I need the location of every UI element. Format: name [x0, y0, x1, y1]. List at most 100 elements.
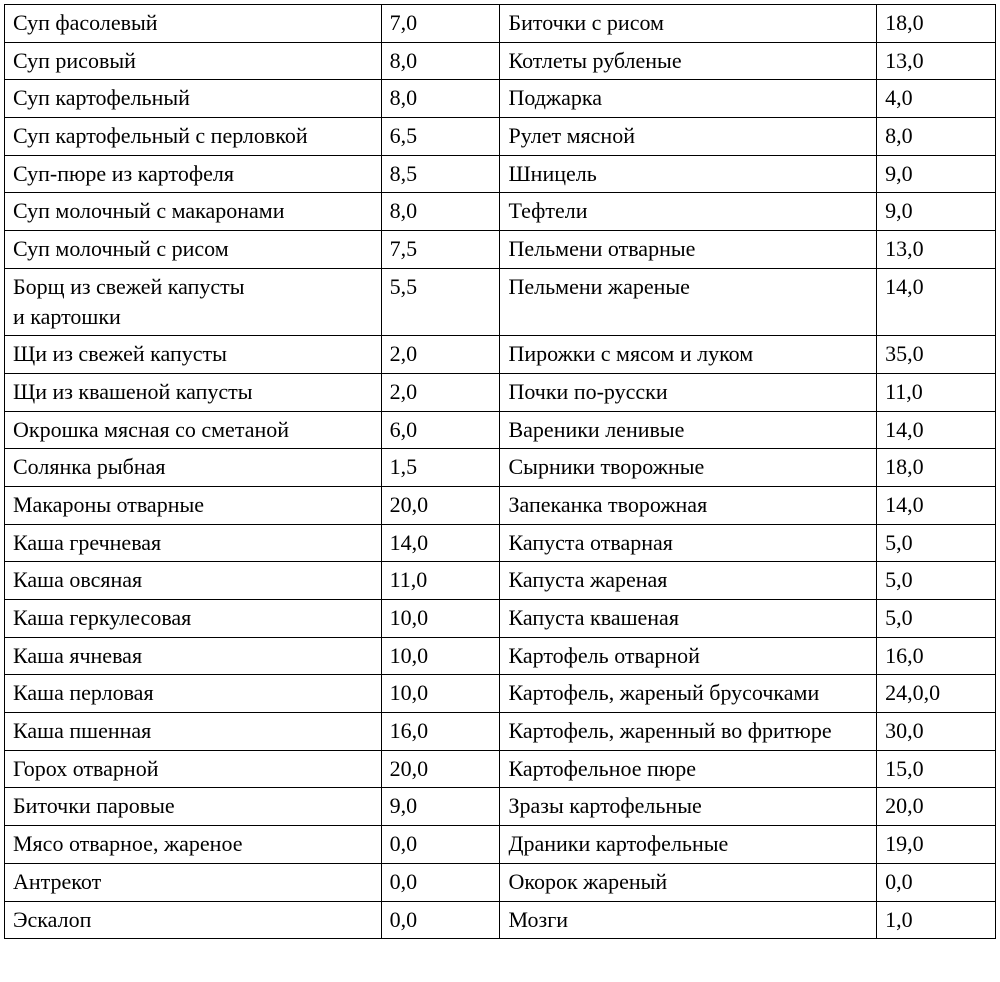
dish-value-left: 6,0 — [381, 411, 500, 449]
dish-value-right: 14,0 — [877, 411, 996, 449]
dish-value-left: 10,0 — [381, 637, 500, 675]
dish-name-left: Каша ячневая — [5, 637, 382, 675]
table-row: Макароны отварные20,0Запеканка творожная… — [5, 486, 996, 524]
table-row: Суп картофельный с перловкой6,5Рулет мяс… — [5, 118, 996, 156]
table-row: Каша ячневая10,0Картофель отварной16,0 — [5, 637, 996, 675]
table-row: Горох отварной20,0Картофельное пюре15,0 — [5, 750, 996, 788]
table-row: Суп молочный с рисом7,5Пельмени отварные… — [5, 231, 996, 269]
dish-name-left: Мясо отварное, жареное — [5, 826, 382, 864]
table-row: Биточки паровые9,0Зразы картофельные20,0 — [5, 788, 996, 826]
dish-value-right: 5,0 — [877, 600, 996, 638]
dish-name-left: Суп молочный с макаронами — [5, 193, 382, 231]
dish-value-right: 1,0 — [877, 901, 996, 939]
table-row: Суп-пюре из картофеля8,5Шницель9,0 — [5, 155, 996, 193]
dish-name-right: Рулет мясной — [500, 118, 877, 156]
dish-name-right: Картофель, жаренный во фритюре — [500, 713, 877, 751]
dish-value-left: 10,0 — [381, 600, 500, 638]
dish-name-left: Каша овсяная — [5, 562, 382, 600]
dish-value-right: 16,0 — [877, 637, 996, 675]
dish-name-left: Щи из квашеной капусты — [5, 373, 382, 411]
dish-value-right: 18,0 — [877, 449, 996, 487]
table-row: Суп молочный с макаронами8,0Тефтели9,0 — [5, 193, 996, 231]
dish-name-right: Зразы картофельные — [500, 788, 877, 826]
dish-value-right: 24,0,0 — [877, 675, 996, 713]
dish-value-right: 14,0 — [877, 486, 996, 524]
dish-name-left: Суп фасолевый — [5, 5, 382, 43]
dish-name-right: Мозги — [500, 901, 877, 939]
table-row: Суп картофельный8,0Поджарка4,0 — [5, 80, 996, 118]
dish-value-left: 16,0 — [381, 713, 500, 751]
table-row: Суп рисовый8,0Котлеты рубленые13,0 — [5, 42, 996, 80]
dish-name-left: Щи из свежей капусты — [5, 336, 382, 374]
dish-value-left: 14,0 — [381, 524, 500, 562]
dish-value-left: 5,5 — [381, 268, 500, 335]
food-table: Суп фасолевый7,0Биточки с рисом18,0Суп р… — [4, 4, 996, 939]
dish-name-right: Сырники творожные — [500, 449, 877, 487]
dish-value-right: 13,0 — [877, 42, 996, 80]
dish-name-left: Суп молочный с рисом — [5, 231, 382, 269]
dish-name-left: Каша геркулесовая — [5, 600, 382, 638]
dish-value-right: 0,0 — [877, 863, 996, 901]
dish-value-right: 14,0 — [877, 268, 996, 335]
dish-value-left: 7,0 — [381, 5, 500, 43]
dish-value-left: 8,0 — [381, 42, 500, 80]
dish-value-right: 4,0 — [877, 80, 996, 118]
dish-name-right: Биточки с рисом — [500, 5, 877, 43]
dish-value-left: 20,0 — [381, 750, 500, 788]
table-row: Эскалоп0,0Мозги1,0 — [5, 901, 996, 939]
table-row: Суп фасолевый7,0Биточки с рисом18,0 — [5, 5, 996, 43]
dish-value-right: 15,0 — [877, 750, 996, 788]
table-row: Антрекот0,0Окорок жареный0,0 — [5, 863, 996, 901]
dish-name-left: Биточки паровые — [5, 788, 382, 826]
dish-value-left: 8,0 — [381, 80, 500, 118]
dish-value-left: 10,0 — [381, 675, 500, 713]
dish-name-right: Шницель — [500, 155, 877, 193]
dish-value-right: 9,0 — [877, 155, 996, 193]
table-row: Щи из квашеной капусты2,0Почки по-русски… — [5, 373, 996, 411]
dish-name-right: Котлеты рубленые — [500, 42, 877, 80]
dish-name-left: Эскалоп — [5, 901, 382, 939]
table-row: Каша гречневая14,0Капуста отварная5,0 — [5, 524, 996, 562]
table-row: Каша овсяная11,0Капуста жареная5,0 — [5, 562, 996, 600]
dish-name-right: Тефтели — [500, 193, 877, 231]
dish-name-left: Суп рисовый — [5, 42, 382, 80]
dish-value-left: 7,5 — [381, 231, 500, 269]
dish-name-left: Окрошка мясная со сметаной — [5, 411, 382, 449]
dish-value-left: 8,5 — [381, 155, 500, 193]
dish-name-left: Суп-пюре из картофеля — [5, 155, 382, 193]
dish-name-right: Капуста отварная — [500, 524, 877, 562]
dish-name-right: Запеканка творожная — [500, 486, 877, 524]
dish-name-left: Антрекот — [5, 863, 382, 901]
dish-value-right: 11,0 — [877, 373, 996, 411]
dish-name-left: Суп картофельный — [5, 80, 382, 118]
dish-name-left: Солянка рыбная — [5, 449, 382, 487]
dish-name-right: Окорок жареный — [500, 863, 877, 901]
dish-value-right: 9,0 — [877, 193, 996, 231]
table-row: Солянка рыбная1,5Сырники творожные18,0 — [5, 449, 996, 487]
dish-value-left: 9,0 — [381, 788, 500, 826]
dish-name-left: Каша гречневая — [5, 524, 382, 562]
dish-name-right: Драники картофельные — [500, 826, 877, 864]
table-row: Каша геркулесовая10,0Капуста квашеная5,0 — [5, 600, 996, 638]
dish-name-right: Пельмени отварные — [500, 231, 877, 269]
dish-value-left: 0,0 — [381, 826, 500, 864]
dish-name-right: Почки по-русски — [500, 373, 877, 411]
dish-value-right: 20,0 — [877, 788, 996, 826]
dish-value-right: 8,0 — [877, 118, 996, 156]
dish-name-right: Пельмени жареные — [500, 268, 877, 335]
dish-name-left: Горох отварной — [5, 750, 382, 788]
dish-name-right: Картофельное пюре — [500, 750, 877, 788]
dish-value-right: 5,0 — [877, 524, 996, 562]
dish-value-right: 18,0 — [877, 5, 996, 43]
table-row: Мясо отварное, жареное0,0Драники картофе… — [5, 826, 996, 864]
dish-value-left: 0,0 — [381, 901, 500, 939]
dish-name-right: Вареники ленивые — [500, 411, 877, 449]
dish-name-left: Макароны отварные — [5, 486, 382, 524]
dish-value-right: 30,0 — [877, 713, 996, 751]
dish-value-left: 8,0 — [381, 193, 500, 231]
dish-name-left: Каша пшенная — [5, 713, 382, 751]
dish-name-right: Картофель отварной — [500, 637, 877, 675]
dish-value-left: 11,0 — [381, 562, 500, 600]
dish-name-left: Борщ из свежей капустыи картошки — [5, 268, 382, 335]
dish-name-right: Пирожки с мясом и луком — [500, 336, 877, 374]
